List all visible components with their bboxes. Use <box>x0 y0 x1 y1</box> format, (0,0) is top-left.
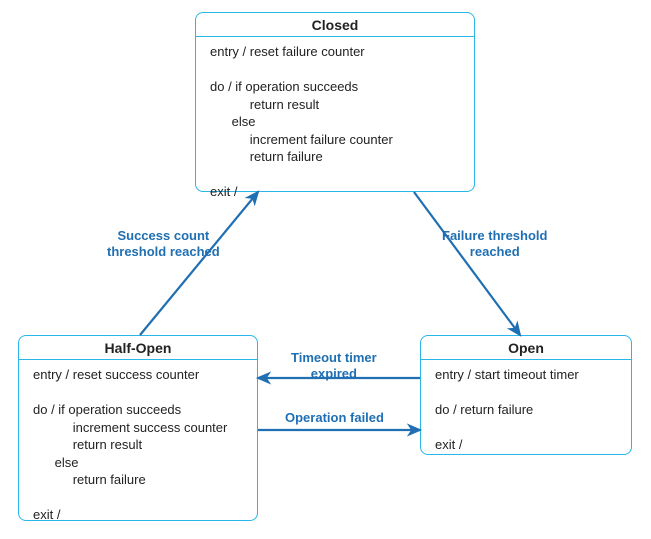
state-closed: Closed entry / reset failure counter do … <box>195 12 475 192</box>
state-open: Open entry / start timeout timer do / re… <box>420 335 632 455</box>
edge-label-open-to-half-open: Timeout timer expired <box>291 350 377 383</box>
state-open-body: entry / start timeout timer do / return … <box>421 360 631 460</box>
state-closed-body: entry / reset failure counter do / if op… <box>196 37 474 207</box>
state-half-open: Half-Open entry / reset success counter … <box>18 335 258 521</box>
edge-label-half-open-to-closed: Success count threshold reached <box>107 228 220 261</box>
state-half-open-title: Half-Open <box>19 336 257 360</box>
edge-half-open-to-closed <box>140 192 258 335</box>
edge-label-closed-to-open: Failure threshold reached <box>442 228 547 261</box>
state-half-open-body: entry / reset success counter do / if op… <box>19 360 257 530</box>
edge-label-half-open-to-open: Operation failed <box>285 410 384 426</box>
state-open-title: Open <box>421 336 631 360</box>
edge-closed-to-open <box>414 192 520 335</box>
state-closed-title: Closed <box>196 13 474 37</box>
